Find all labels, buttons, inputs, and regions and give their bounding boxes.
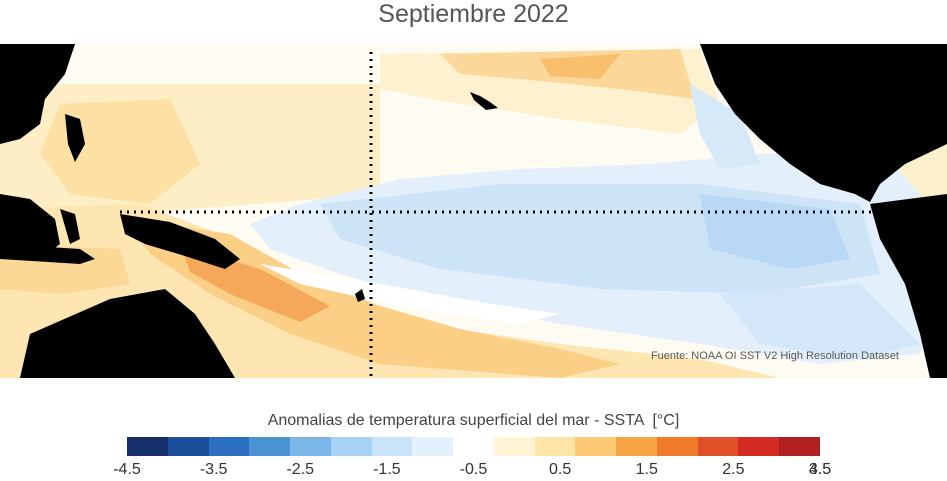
colorbar-bin — [208, 437, 250, 456]
colorbar-bin — [575, 437, 617, 456]
colorbar-bin — [290, 437, 331, 456]
colorbar-tick-label: 1.5 — [635, 461, 658, 478]
asia-landmass — [0, 44, 75, 144]
colorbar-bin — [738, 437, 780, 456]
new-guinea-island — [120, 214, 240, 269]
data-source-note: Fuente: NOAA OI SST V2 High Resolution D… — [650, 350, 899, 362]
colorbar-tick-label: -2.5 — [286, 461, 315, 478]
colorbar-bin — [779, 437, 821, 456]
colorbar-tick-label: -4.5 — [113, 461, 141, 478]
colorbar — [127, 437, 821, 456]
hawaii-islands — [470, 92, 498, 110]
colorbar-bin — [167, 437, 209, 456]
land-layer — [0, 44, 947, 378]
neutral-south-equatorial-band — [260, 264, 560, 324]
cuba-island — [805, 129, 860, 149]
colorbar-label: Anomalias de temperatura superficial del… — [267, 412, 645, 429]
colorbar-tick-label: 0.5 — [549, 461, 572, 478]
warm-north-pacific-core — [540, 54, 620, 79]
australia-landmass — [20, 289, 235, 378]
map-title: Septiembre 2022 — [378, 0, 569, 28]
philippines-islands — [65, 114, 85, 162]
cool-mexico-coast-region — [690, 84, 760, 169]
colorbar-bin — [697, 437, 739, 456]
colorbar-title: Anomalias de temperatura superficial del… — [0, 412, 947, 430]
sulawesi-island — [60, 209, 80, 244]
colorbar-bin — [127, 437, 168, 456]
ssta-map-svg — [0, 44, 947, 378]
java-sumatra-islands — [0, 244, 95, 264]
colorbar-bin — [371, 437, 413, 456]
colorbar-bin — [493, 437, 535, 456]
colorbar-bin — [616, 437, 657, 456]
colorbar-tick-label: 4.5 — [808, 461, 832, 478]
colorbar-tick-label: -0.5 — [459, 461, 488, 478]
cool-southeast-pacific-region — [720, 284, 920, 359]
north-america-landmass — [700, 44, 947, 202]
colorbar-ticks: -4.5 -3.5 -2.5 -1.5 -0.5 0.5 1.5 2.5 3.5 4.5 — [113, 461, 831, 481]
colorbar-tick-label: -1.5 — [373, 461, 401, 478]
south-america-landmass — [870, 194, 947, 378]
cool-anomaly-layer — [250, 84, 940, 364]
colorbar-bin — [412, 437, 454, 456]
pacific-island-south — [355, 289, 365, 302]
colorbar-bin — [453, 437, 494, 456]
warm-south-pacific-band — [130, 219, 620, 378]
colorbar-bin — [249, 437, 291, 456]
borneo-island — [0, 194, 60, 259]
colorbar-bin — [330, 437, 372, 456]
colorbar-tick-label: 3.5 — [808, 461, 832, 478]
colorbar-bin — [656, 437, 698, 456]
ssta-map — [0, 44, 947, 378]
colorbar-unit: [°C] — [652, 412, 680, 429]
colorbar-tick-label: -3.5 — [199, 461, 228, 478]
colorbar-tick-label: 2.5 — [722, 461, 745, 478]
colorbar-bin — [534, 437, 576, 456]
